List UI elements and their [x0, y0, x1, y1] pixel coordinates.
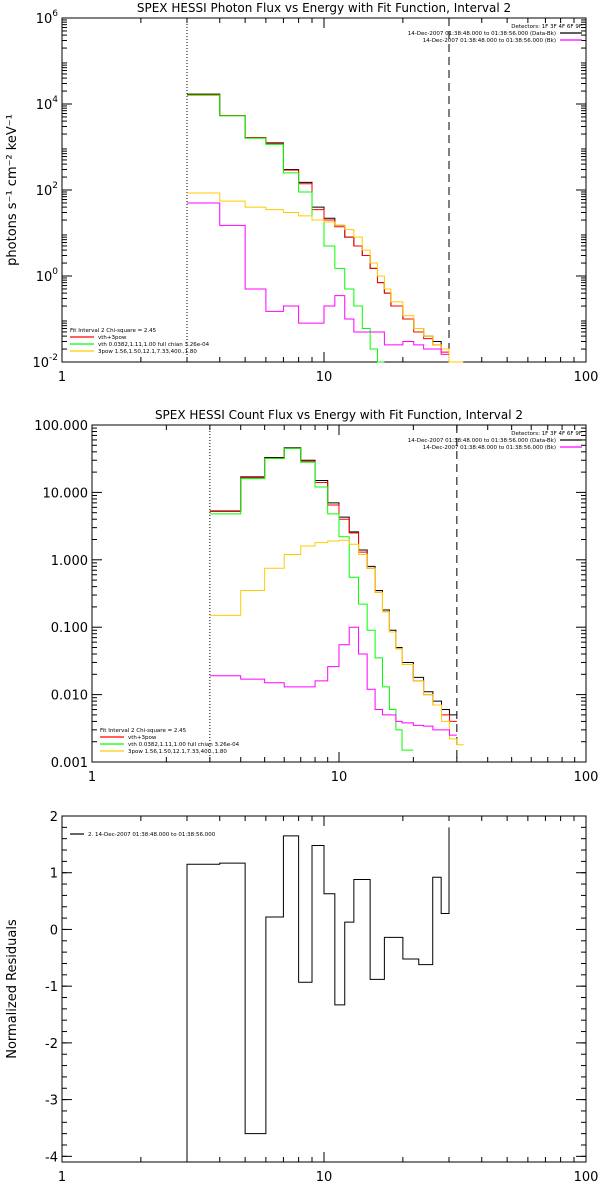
y-tick-label: 100 — [36, 267, 59, 285]
series-line-bk — [187, 202, 450, 355]
x-tick-label: 1 — [58, 370, 66, 385]
x-tick-label: 10 — [316, 1170, 333, 1185]
y-tick-label: 2 — [50, 810, 58, 825]
legend-entry: vth 0.0382,1.11,1.00 full chian 3.26e-04 — [98, 342, 210, 348]
series-group — [186, 827, 450, 1162]
legend-entry: vth 0.0382,1.11,1.00 full chian 3.26e-04 — [128, 742, 240, 748]
legend-entry: 14-Dec-2007 01:38:48.000 to 01:38:56.000… — [423, 445, 556, 451]
y-tick-base: 10 — [36, 12, 53, 27]
y-tick-exponent: -2 — [49, 353, 58, 363]
legend-entry: Fit Interval 2 Chi-square = 2.45 — [100, 728, 187, 734]
series-line-vth — [209, 447, 414, 751]
y-tick-label: 10-2 — [32, 353, 58, 371]
chart-title: SPEX HESSI Photon Flux vs Energy with Fi… — [137, 1, 511, 15]
y-tick-label: 100.000 — [34, 419, 88, 434]
y-axis-label: photons s⁻¹ cm⁻² keV⁻¹ — [5, 114, 20, 266]
y-tick-base: 10 — [36, 98, 53, 113]
series-line-data-bk — [187, 93, 450, 350]
y-tick-label: 106 — [36, 9, 59, 27]
x-tick-label: 1 — [58, 1170, 66, 1185]
panel-2: SPEX HESSI Count Flux vs Energy with Fit… — [34, 408, 598, 785]
chart-title: SPEX HESSI Count Flux vs Energy with Fit… — [155, 408, 523, 422]
legend-entry: 14-Dec-2007 01:38:48.000 to 01:38:56.000… — [408, 438, 556, 444]
y-tick-label: -1 — [45, 980, 58, 995]
series-group — [209, 447, 464, 751]
y-tick-label: 1.000 — [51, 554, 88, 569]
y-tick-label: 10.000 — [43, 486, 89, 501]
series-group — [187, 93, 464, 363]
y-tick-label: 0 — [50, 923, 58, 938]
y-tick-base: 10 — [36, 184, 53, 199]
y-tick-exponent: 2 — [52, 181, 58, 191]
y-tick-label: -2 — [45, 1037, 58, 1052]
x-tick-label: 10 — [331, 770, 348, 785]
series-line-3pow — [187, 192, 464, 363]
y-tick-label: 0.010 — [51, 689, 88, 704]
series-line-vth-3pow — [187, 94, 450, 353]
legend-entry: 14-Dec-2007 01:38:48.000 to 01:38:56.000… — [423, 38, 556, 44]
y-tick-base: 10 — [32, 356, 49, 371]
legend-entry: Fit Interval 2 Chi-square = 2.45 — [70, 328, 157, 334]
legend-entry: vth+3pow — [128, 735, 157, 741]
y-tick-label: -4 — [45, 1150, 58, 1165]
y-tick-base: 10 — [36, 270, 53, 285]
y-tick-label: 104 — [36, 95, 59, 113]
y-tick-label: 102 — [36, 181, 58, 199]
y-tick-label: 1 — [50, 867, 58, 882]
x-tick-label: 100 — [574, 370, 599, 385]
series-line-data-bk — [209, 447, 457, 716]
x-tick-label: 100 — [574, 1170, 599, 1185]
panel-1: SPEX HESSI Photon Flux vs Energy with Fi… — [5, 1, 598, 385]
y-tick-label: 0.100 — [51, 621, 88, 636]
x-tick-label: 1 — [88, 770, 96, 785]
x-tick-label: 100 — [574, 770, 599, 785]
series-line-residuals — [186, 827, 450, 1162]
y-tick-exponent: 4 — [52, 95, 58, 105]
legend-entry: Detectors: 1F 3F 4F 6F 9F — [511, 24, 582, 30]
y-tick-exponent: 0 — [52, 267, 58, 277]
series-line-3pow — [209, 539, 464, 746]
y-tick-exponent: 6 — [52, 9, 58, 19]
legend-entry: 14-Dec-2007 01:38:48.000 to 01:38:56.000… — [408, 31, 556, 37]
y-tick-label: 0.001 — [51, 756, 88, 771]
y-tick-label: -3 — [45, 1094, 58, 1109]
plot-frame — [91, 424, 587, 763]
series-line-vth — [187, 94, 385, 363]
series-line-bk — [209, 626, 457, 736]
legend-entry: Detectors: 1F 3F 4F 6F 9F — [511, 431, 582, 437]
panel-3: 1 10 100 -4 -3 -2 -1 0 1 2 Normalized Residuals 2. … — [5, 810, 598, 1185]
x-tick-label: 10 — [316, 370, 333, 385]
legend-entry: 2. 14-Dec-2007 01:38:48.000 to 01:38:56.… — [88, 832, 216, 838]
legend-entry: 3pow 1.56,1.50,12.1,7.33,400.,1.80 — [128, 749, 227, 755]
legend-entry: 3pow 1.56,1.50,12.1,7.33,400.,1.80 — [98, 349, 197, 355]
y-axis-label: Normalized Residuals — [5, 919, 20, 1059]
legend-entry: vth+3pow — [98, 335, 127, 341]
